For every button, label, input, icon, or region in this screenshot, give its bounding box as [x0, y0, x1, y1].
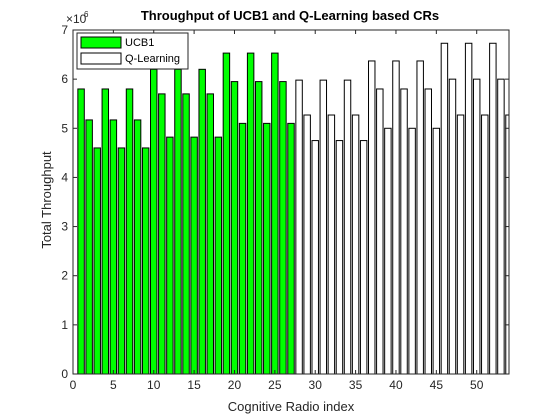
x-tick-label-0: 0	[70, 378, 77, 392]
x-tick-label-10: 10	[147, 378, 161, 392]
y-tick-label-1: 1	[61, 318, 68, 332]
bar-ucb1-10	[150, 68, 158, 374]
bar-ucb1-26	[279, 81, 287, 374]
y-tick-label-2: 2	[61, 269, 68, 283]
bar-ucb1-5	[109, 119, 118, 374]
bar-ucb1-2	[85, 119, 93, 374]
bar-q-learning-29	[303, 114, 311, 374]
x-axis-ticks: 0 5 10 15 20 25 30 35 40 45 50	[70, 30, 484, 392]
y-tick-label-7: 7	[61, 23, 68, 37]
x-tick-label-45: 45	[430, 378, 444, 392]
y-tick-label-0: 0	[61, 367, 68, 381]
bar-q-learning-51	[481, 114, 489, 374]
bar-q-learning-32	[327, 114, 336, 374]
bar-q-learning-46	[440, 42, 449, 374]
y-tick-label-6: 6	[61, 72, 68, 86]
y-tick-label-3: 3	[61, 220, 68, 234]
x-axis-label: Cognitive Radio index	[228, 399, 355, 414]
bar-ucb1-19	[222, 52, 231, 374]
bar-q-learning-38	[376, 88, 384, 374]
x-tick-label-25: 25	[268, 378, 282, 392]
y-exponent: ×10 6	[66, 10, 89, 26]
bar-ucb1-25	[271, 52, 279, 374]
bar-ucb1-18	[214, 136, 223, 374]
bar-q-learning-49	[464, 42, 473, 374]
bar-q-learning-30	[311, 140, 319, 374]
legend: UCB1 Q-Learning	[76, 32, 189, 70]
bar-q-learning-53	[497, 78, 505, 374]
bar-ucb1-23	[254, 81, 263, 374]
legend-swatch-q-learning	[80, 52, 122, 65]
bar-q-learning-43	[416, 60, 424, 374]
y-tick-label-5: 5	[61, 121, 68, 135]
x-tick-label-15: 15	[187, 378, 201, 392]
bar-ucb1-12	[166, 136, 174, 374]
bar-q-learning-47	[448, 78, 457, 374]
bar-q-learning-44	[424, 88, 432, 374]
bar-ucb1-4	[101, 88, 110, 374]
bar-ucb1-24	[263, 122, 271, 374]
bar-ucb1-6	[117, 147, 126, 374]
bar-ucb1-7	[125, 88, 134, 374]
y-exponent-power: 6	[84, 10, 89, 19]
bar-q-learning-31	[319, 79, 328, 374]
x-tick-label-35: 35	[349, 378, 363, 392]
bar-ucb1-8	[133, 119, 142, 374]
legend-label-q-learning: Q-Learning	[125, 53, 180, 65]
bar-q-learning-52	[489, 42, 497, 374]
bar-ucb1-16	[198, 68, 206, 374]
y-exponent-base: ×10	[66, 12, 87, 26]
bar-ucb1-13	[174, 68, 182, 374]
legend-swatch-ucb1	[80, 36, 122, 49]
x-tick-label-30: 30	[309, 378, 323, 392]
bar-q-learning-41	[400, 88, 408, 374]
x-tick-label-20: 20	[228, 378, 242, 392]
bar-ucb1-21	[238, 122, 247, 374]
y-axis-label: Total Throughput	[39, 151, 54, 249]
bar-q-learning-33	[335, 140, 344, 374]
x-tick-label-40: 40	[389, 378, 403, 392]
bar-q-learning-42	[408, 127, 416, 374]
bar-ucb1-9	[141, 147, 150, 374]
y-tick-label-4: 4	[61, 170, 68, 184]
chart-title: Throughput of UCB1 and Q-Learning based …	[141, 8, 439, 23]
bar-q-learning-39	[384, 127, 392, 374]
bar-ucb1-27	[287, 122, 295, 374]
bar-q-learning-45	[432, 127, 441, 374]
bar-q-learning-34	[343, 79, 352, 374]
bar-q-learning-50	[472, 78, 481, 374]
bar-ucb1-14	[182, 93, 190, 374]
axes-box	[72, 29, 510, 375]
bar-ucb1-22	[246, 52, 255, 374]
bar-q-learning-37	[368, 60, 376, 374]
x-tick-label-5: 5	[110, 378, 117, 392]
bar-q-learning-36	[359, 140, 368, 374]
bar-ucb1-17	[206, 93, 214, 374]
bar-q-learning-40	[392, 60, 400, 374]
bar-ucb1-3	[93, 147, 101, 374]
bar-ucb1-15	[190, 136, 198, 374]
y-axis-ticks: 0 1 2 3 4 5 6 7	[61, 23, 509, 381]
bar-q-learning-35	[351, 114, 360, 374]
bars-group	[77, 42, 509, 374]
x-tick-label-50: 50	[470, 378, 484, 392]
legend-label-ucb1: UCB1	[125, 37, 154, 49]
bar-q-learning-48	[456, 114, 465, 374]
bar-ucb1-11	[158, 93, 166, 374]
bar-ucb1-1	[77, 88, 85, 374]
bar-ucb1-20	[230, 81, 239, 374]
bar-q-learning-28	[295, 79, 303, 374]
